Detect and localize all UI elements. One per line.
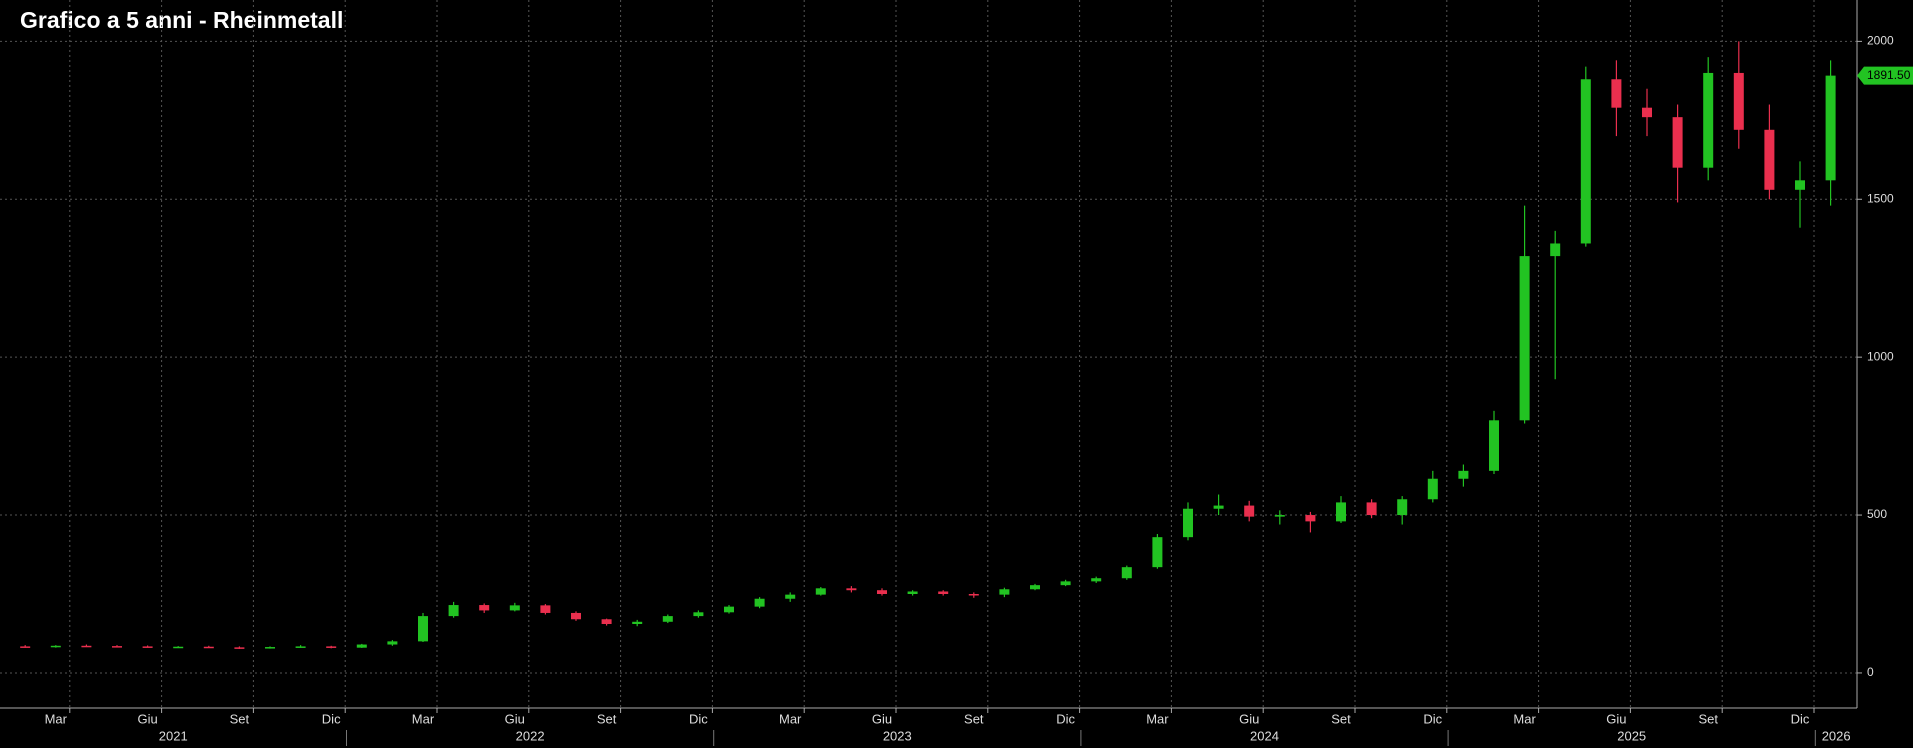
y-tick-label: 500 bbox=[1867, 507, 1887, 521]
y-tick-label: 2000 bbox=[1867, 34, 1894, 48]
candle-body bbox=[877, 590, 887, 594]
chart-title: Grafico a 5 anni - Rheinmetall bbox=[20, 7, 343, 33]
candle-body bbox=[509, 605, 520, 611]
candle-body bbox=[234, 647, 245, 649]
y-tick-label: 0 bbox=[1867, 665, 1874, 679]
candle-body bbox=[81, 645, 92, 648]
candle-body bbox=[1244, 505, 1255, 517]
candle-body bbox=[326, 646, 337, 648]
candle-body bbox=[1733, 72, 1744, 130]
candle-body bbox=[907, 591, 918, 594]
candle-body bbox=[356, 644, 367, 648]
y-tick-label: 1000 bbox=[1867, 349, 1894, 363]
x-tick-label: Dic bbox=[1056, 711, 1075, 726]
x-tick-label: Set bbox=[1331, 711, 1351, 726]
candle-body bbox=[968, 594, 979, 596]
candle-body bbox=[571, 612, 581, 620]
x-tick-label: Giu bbox=[1606, 711, 1626, 726]
x-tick-label: Mar bbox=[1513, 711, 1536, 726]
candle-body bbox=[1274, 515, 1285, 517]
candle-body bbox=[1397, 499, 1408, 516]
candle-body bbox=[1366, 502, 1377, 516]
candle-body bbox=[1336, 502, 1346, 522]
candle-body bbox=[999, 589, 1010, 595]
x-tick-label: Dic bbox=[1791, 711, 1810, 726]
year-label: 2023 bbox=[883, 728, 912, 743]
candle-body bbox=[112, 646, 122, 648]
year-label: 2025 bbox=[1617, 728, 1646, 743]
x-tick-label: Mar bbox=[779, 711, 802, 726]
candle-body bbox=[479, 605, 490, 611]
x-tick-label: Giu bbox=[137, 711, 157, 726]
candle-body bbox=[1183, 508, 1193, 538]
candle-body bbox=[662, 616, 673, 622]
candle-body bbox=[418, 616, 428, 642]
y-tick-label: 1500 bbox=[1867, 191, 1894, 205]
x-tick-label: Giu bbox=[1239, 711, 1259, 726]
year-label: 2026 bbox=[1822, 728, 1851, 743]
year-label: 2022 bbox=[516, 728, 545, 743]
candle-body bbox=[1519, 256, 1530, 421]
candle-body bbox=[1550, 243, 1561, 257]
x-tick-label: Dic bbox=[322, 711, 341, 726]
x-tick-label: Set bbox=[1698, 711, 1718, 726]
x-tick-label: Set bbox=[597, 711, 617, 726]
candle-body bbox=[203, 646, 214, 649]
x-tick-label: Set bbox=[230, 711, 250, 726]
x-tick-label: Mar bbox=[1146, 711, 1169, 726]
x-tick-label: Giu bbox=[872, 711, 892, 726]
candle-body bbox=[938, 591, 949, 594]
candle-body bbox=[1091, 578, 1102, 582]
x-tick-label: Set bbox=[964, 711, 984, 726]
x-tick-label: Mar bbox=[412, 711, 435, 726]
candle-body bbox=[1152, 537, 1163, 568]
year-label: 2024 bbox=[1250, 728, 1279, 743]
x-tick-label: Dic bbox=[1423, 711, 1442, 726]
candle-body bbox=[1642, 107, 1652, 118]
candle-body bbox=[1764, 129, 1775, 190]
candle-body bbox=[1030, 585, 1040, 590]
candle-body bbox=[1458, 470, 1469, 479]
candle-body bbox=[601, 619, 612, 624]
candle-body bbox=[1489, 420, 1499, 471]
candle-body bbox=[20, 646, 31, 648]
candle-body bbox=[1611, 79, 1622, 108]
year-label: 2021 bbox=[159, 728, 188, 743]
candle-body bbox=[1580, 79, 1591, 244]
candle-body bbox=[1703, 72, 1714, 168]
candle-body bbox=[1795, 180, 1805, 190]
candle-body bbox=[1060, 581, 1071, 586]
candle-body bbox=[1305, 515, 1316, 522]
candle-body bbox=[632, 621, 643, 624]
candle-body bbox=[724, 606, 734, 613]
candle-body bbox=[295, 646, 306, 648]
candle-body bbox=[693, 612, 704, 617]
candle-body bbox=[387, 641, 398, 645]
candle-body bbox=[1213, 505, 1224, 509]
candle-body bbox=[1672, 117, 1683, 168]
x-tick-label: Mar bbox=[45, 711, 68, 726]
x-tick-label: Giu bbox=[505, 711, 525, 726]
candle-body bbox=[815, 588, 826, 595]
candle-body bbox=[50, 645, 61, 648]
candle-body bbox=[142, 646, 153, 648]
last-price-label: 1891.50 bbox=[1867, 68, 1911, 82]
last-price-tag bbox=[1857, 66, 1913, 85]
candle-body bbox=[1427, 478, 1438, 500]
x-tick-label: Dic bbox=[689, 711, 708, 726]
candle-body bbox=[448, 605, 459, 617]
candle-body bbox=[785, 594, 796, 599]
candle-body bbox=[1825, 75, 1836, 181]
candle-body bbox=[846, 588, 857, 591]
candle-body bbox=[1121, 567, 1132, 579]
candle-body bbox=[265, 647, 275, 649]
candle-body bbox=[540, 605, 551, 613]
candle-body bbox=[173, 646, 184, 649]
candle-body bbox=[754, 598, 765, 607]
